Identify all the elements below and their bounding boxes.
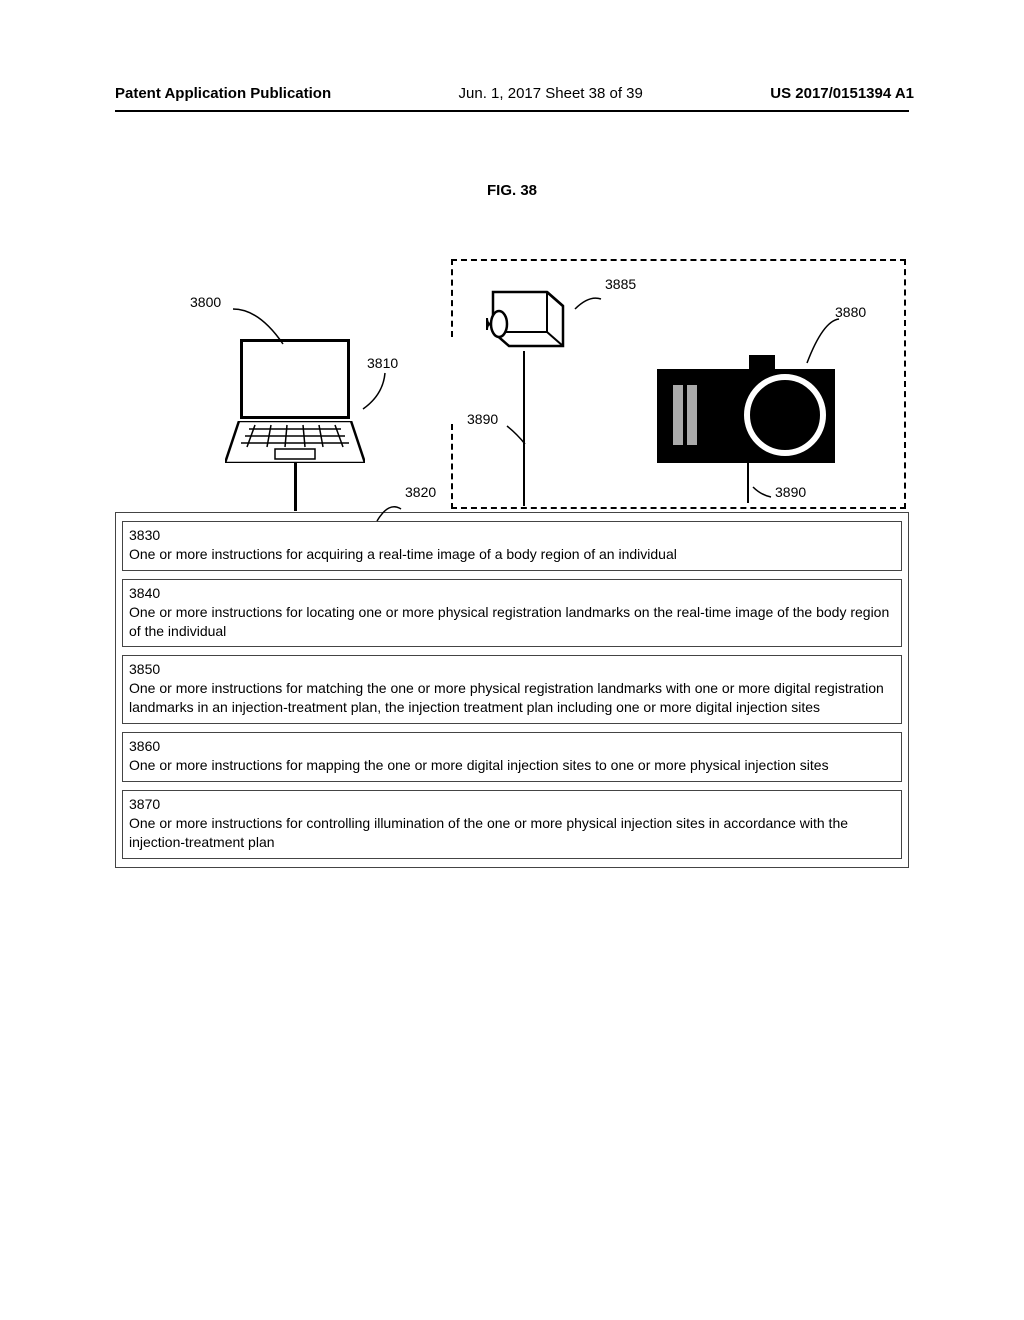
label-3820: 3820	[405, 484, 436, 500]
box-3850-num: 3850	[129, 660, 895, 679]
diagram-area: 3800 3810 3820 3885 3890 3880	[115, 259, 909, 524]
box-3870: 3870 One or more instructions for contro…	[122, 790, 902, 859]
laptop-icon	[220, 339, 370, 511]
laptop-keyboard	[225, 421, 365, 463]
header-left: Patent Application Publication	[115, 85, 331, 102]
laptop-stem	[294, 463, 297, 511]
box-3830: 3830 One or more instructions for acquir…	[122, 521, 902, 571]
label-3885: 3885	[605, 276, 636, 292]
header-center: Jun. 1, 2017 Sheet 38 of 39	[459, 85, 643, 102]
label-3890a: 3890	[467, 411, 498, 427]
label-3800: 3800	[190, 294, 221, 310]
box-3850: 3850 One or more instructions for matchi…	[122, 655, 902, 724]
box-3860: 3860 One or more instructions for mappin…	[122, 732, 902, 782]
instruction-boxes-container: 3830 One or more instructions for acquir…	[115, 512, 909, 868]
box-3840-text: One or more instructions for locating on…	[129, 603, 895, 641]
leader-3885	[573, 287, 603, 311]
page-header: Patent Application Publication Jun. 1, 2…	[0, 0, 1024, 102]
box-3870-num: 3870	[129, 795, 895, 814]
box-3860-num: 3860	[129, 737, 895, 756]
box-3840-num: 3840	[129, 584, 895, 603]
box-3860-text: One or more instructions for mapping the…	[129, 756, 895, 775]
label-3810: 3810	[367, 355, 398, 371]
projector-icon	[485, 284, 575, 354]
box-3850-text: One or more instructions for matching th…	[129, 679, 895, 717]
box-3870-text: One or more instructions for controlling…	[129, 814, 895, 852]
figure-label: FIG. 38	[0, 182, 1024, 199]
camera-stem	[747, 463, 749, 503]
label-3890b: 3890	[775, 484, 806, 500]
header-right: US 2017/0151394 A1	[770, 85, 914, 102]
header-rule	[115, 110, 909, 112]
leader-3820	[375, 495, 403, 523]
laptop-screen	[240, 339, 350, 419]
leader-3890b	[751, 485, 773, 499]
leader-3890a	[505, 424, 527, 446]
box-3830-text: One or more instructions for acquiring a…	[129, 545, 895, 564]
leader-3810	[361, 371, 387, 411]
camera-icon	[657, 355, 837, 470]
box-3840: 3840 One or more instructions for locati…	[122, 579, 902, 648]
leader-3800	[233, 306, 285, 346]
dashed-left-top	[451, 259, 453, 337]
leader-3880	[805, 317, 841, 365]
dashed-left-bot	[451, 424, 453, 509]
box-3830-num: 3830	[129, 526, 895, 545]
